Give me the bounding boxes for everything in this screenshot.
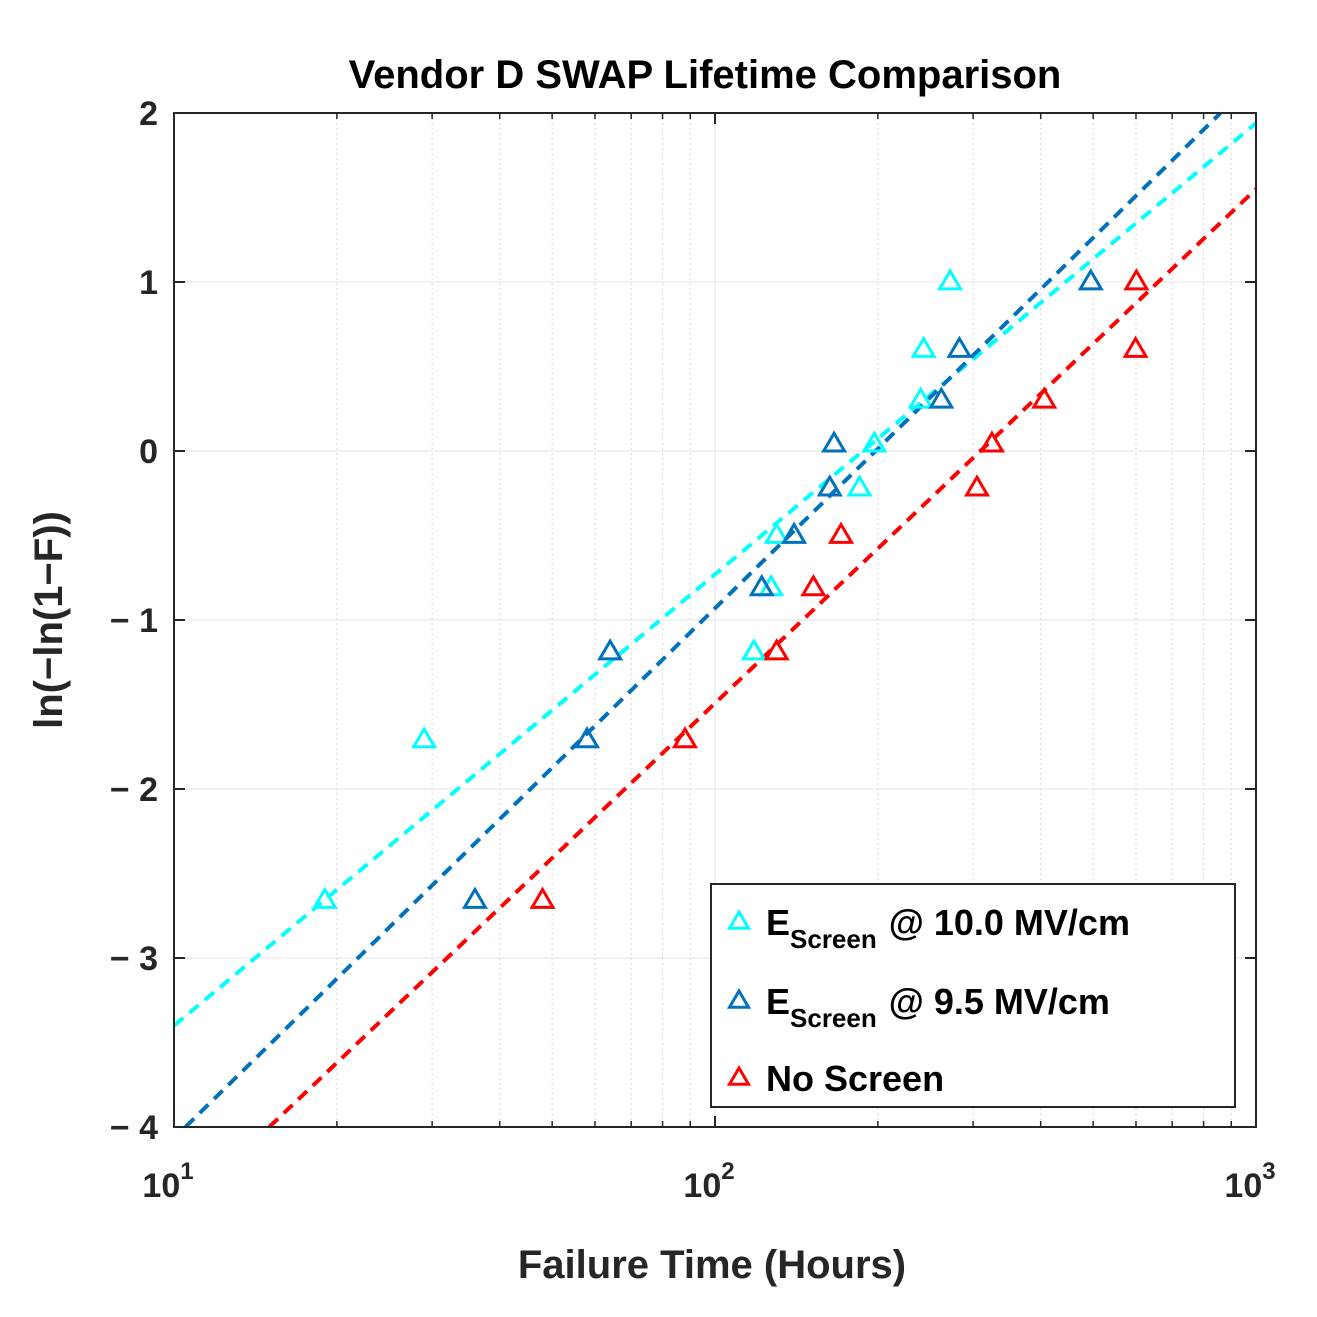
data-point-series-0 [740,638,767,661]
x-tick-label: 102 [683,1158,734,1205]
data-point-series-1 [1077,268,1104,291]
y-tick-label: 2 [139,95,158,133]
data-point-series-2 [978,430,1005,453]
y-tick-label: − 4 [110,1109,158,1147]
y-tick-label: − 1 [110,602,158,640]
legend-entry-9-5: EScreen @ 9.5 MV/cm [726,981,1110,1033]
y-tick-label: 1 [139,264,158,302]
x-tick-label: 103 [1224,1158,1275,1205]
svg-text:EScreen@ 10.0 MV/cm: EScreen @ 10.0 MV/cm [766,902,1130,954]
fit-line-series-0 [172,121,1258,1028]
fit-line-series-1 [184,111,1222,1129]
data-point-series-0 [763,521,790,544]
chart-title: Vendor D SWAP Lifetime Comparison [349,53,1062,97]
data-point-series-0 [411,726,438,749]
legend-label-no-screen: No Screen [766,1058,944,1099]
x-axis-label: Failure Time (Hours) [518,1243,906,1287]
legend-label-main: E [766,902,790,943]
legend-label-rest: @ 9.5 MV/cm [889,981,1110,1022]
data-point-series-2 [1031,386,1058,409]
data-point-series-0 [861,430,888,453]
data-point-series-1 [597,638,624,661]
data-point-series-1 [748,573,775,597]
legend-label-sub: Screen [790,924,877,954]
legend: EScreen @ 10.0 MV/cm EScreen @ 9.5 MV/cm N… [710,883,1236,1108]
y-axis-label: ln(−ln(1−F)) [27,511,71,729]
data-point-series-2 [1123,268,1150,291]
data-point-series-1 [461,886,489,909]
data-point-series-2 [763,638,790,661]
legend-box [710,883,1236,1108]
svg-text:EScreen@ 9.5 MV/cm: EScreen @ 9.5 MV/cm [766,981,1110,1033]
legend-label-sub: Screen [790,1003,877,1033]
y-tick-label: − 2 [110,771,158,809]
data-point-series-2 [800,573,827,597]
data-point-series-2 [671,726,699,749]
data-markers [311,268,1150,909]
data-point-series-1 [928,386,955,409]
data-point-series-0 [907,386,934,409]
data-point-series-2 [1122,335,1149,358]
legend-entry-no-screen: No Screen [726,1058,944,1099]
y-tick-label: 0 [139,433,158,471]
data-point-series-0 [311,886,338,909]
data-point-series-2 [827,521,855,544]
data-point-series-0 [846,474,873,497]
axis-ticks: 2 1 0 − 1 − 2 − 3 − 4 101 102 103 [110,95,1276,1205]
data-point-series-1 [573,726,601,749]
legend-entry-10-0: EScreen @ 10.0 MV/cm [726,902,1130,954]
data-point-series-0 [910,335,937,358]
y-tick-label: − 3 [110,940,158,978]
data-point-series-1 [821,430,848,453]
data-point-series-0 [937,268,964,291]
legend-marker-9-5 [726,988,752,1009]
data-point-series-1 [946,335,973,358]
legend-marker-no-screen [726,1065,752,1086]
data-point-series-2 [529,886,556,909]
legend-marker-10-0 [726,909,752,930]
x-tick-label: 101 [142,1158,193,1205]
data-point-series-1 [780,521,808,544]
legend-label-rest: @ 10.0 MV/cm [889,902,1130,943]
legend-label-main: E [766,981,790,1022]
data-point-series-1 [816,474,843,497]
data-point-series-2 [963,474,991,497]
